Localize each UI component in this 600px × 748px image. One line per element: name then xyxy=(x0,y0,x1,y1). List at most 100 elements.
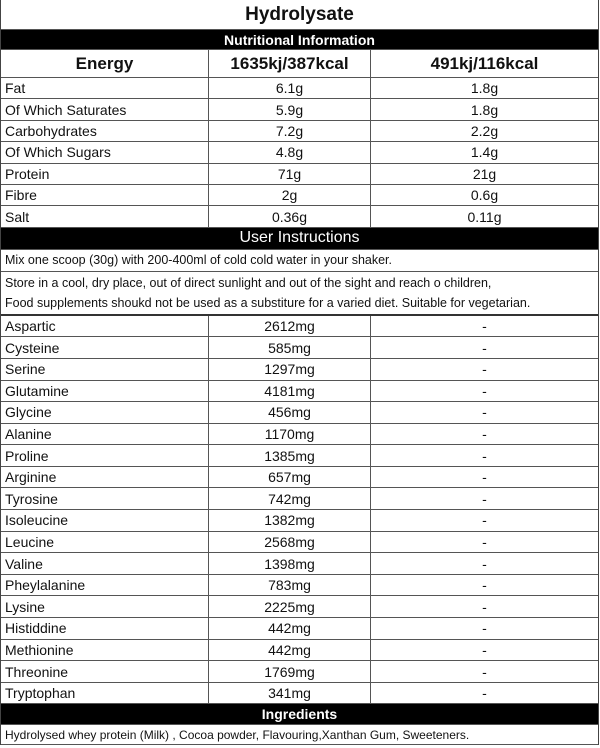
row-label: Fat xyxy=(1,78,209,99)
row-value: 1385mg xyxy=(209,445,371,466)
table-row: Glycine 456mg - xyxy=(1,402,598,424)
product-title: Hydrolysate xyxy=(1,0,598,30)
row-value: 456mg xyxy=(209,402,371,423)
row-label: Protein xyxy=(1,163,209,184)
table-row: Carbohydrates 7.2g 2.2g xyxy=(1,120,598,143)
row-value: 1297mg xyxy=(209,358,371,380)
ingredients-text: Hydrolysed whey protein (Milk) , Cocoa p… xyxy=(1,725,598,746)
row-label: Threonine xyxy=(1,661,209,682)
table-row: Serine 1297mg - xyxy=(1,358,598,381)
row-value-2: 1.8g xyxy=(470,101,499,118)
table-row: Aspartic 2612mg - xyxy=(1,315,598,338)
row-value: 585mg xyxy=(209,337,371,358)
row-label: Valine xyxy=(1,553,209,574)
row-value-2: - xyxy=(482,361,487,378)
table-row: Histiddine 442mg - xyxy=(1,618,598,640)
table-row: Valine 1398mg - xyxy=(1,553,598,575)
row-value: 657mg xyxy=(209,466,371,488)
energy-per-serving: 491kj/116kcal xyxy=(430,53,539,73)
row-value: 0.36g xyxy=(209,206,371,227)
row-value-2: - xyxy=(482,512,487,529)
row-value-2: 0.6g xyxy=(470,187,499,204)
row-label: Serine xyxy=(1,358,209,380)
table-row: Tyrosine 742mg - xyxy=(1,488,598,511)
table-row: Isoleucine 1382mg - xyxy=(1,510,598,532)
row-value-2: 0.11g xyxy=(467,208,502,225)
row-label: Isoleucine xyxy=(1,510,209,531)
row-label: Glutamine xyxy=(1,380,209,402)
row-value-2: - xyxy=(482,382,487,399)
row-value-2: - xyxy=(482,469,487,486)
row-label: Histiddine xyxy=(1,618,209,639)
row-value-2: - xyxy=(482,490,487,507)
table-row: Protein 71g 21g xyxy=(1,163,598,185)
row-value-2: 1.8g xyxy=(470,80,499,97)
table-row: Arginine 657mg - xyxy=(1,466,598,489)
row-value: 71g xyxy=(209,163,371,184)
row-value: 4181mg xyxy=(209,380,371,402)
table-row: Threonine 1769mg - xyxy=(1,661,598,683)
row-value-2: - xyxy=(482,533,487,550)
row-value-2: 2.2g xyxy=(470,122,499,139)
row-value: 341mg xyxy=(209,682,371,704)
row-value: 1382mg xyxy=(209,510,371,531)
row-value: 1398mg xyxy=(209,553,371,574)
row-value: 783mg xyxy=(209,574,371,596)
row-value: 742mg xyxy=(209,488,371,510)
table-row: Fibre 2g 0.6g xyxy=(1,184,598,207)
instructions-header: User Instructions xyxy=(1,227,598,250)
table-row: Salt 0.36g 0.11g xyxy=(1,206,598,228)
row-label: Glycine xyxy=(1,402,209,423)
row-value-2: - xyxy=(482,447,487,464)
energy-label: Energy xyxy=(1,50,209,77)
row-value-2: - xyxy=(482,318,487,335)
energy-row: Energy 1635kj/387kcal 491kj/116kcal xyxy=(1,50,598,78)
table-row: Tryptophan 341mg - xyxy=(1,682,598,705)
row-label: Leucine xyxy=(1,531,209,553)
row-value-2: - xyxy=(482,577,487,594)
row-label: Proline xyxy=(1,445,209,466)
row-value-2: 21g xyxy=(472,165,497,182)
row-value: 5.9g xyxy=(209,99,371,120)
row-value: 7.2g xyxy=(209,120,371,142)
row-value: 1769mg xyxy=(209,661,371,682)
row-label: Salt xyxy=(1,206,209,227)
table-row: Alanine 1170mg - xyxy=(1,423,598,446)
table-row: Proline 1385mg - xyxy=(1,445,598,467)
row-label: Lysine xyxy=(1,596,209,618)
row-value: 1170mg xyxy=(209,423,371,445)
row-value: 2568mg xyxy=(209,531,371,553)
row-value-2: - xyxy=(482,555,487,572)
table-row: Leucine 2568mg - xyxy=(1,531,598,554)
row-value: 4.8g xyxy=(209,142,371,163)
row-value-2: - xyxy=(482,620,487,637)
table-row: Fat 6.1g 1.8g xyxy=(1,78,598,100)
row-label: Tryptophan xyxy=(1,682,209,704)
row-value-2: - xyxy=(482,685,487,702)
table-row: Of Which Sugars 4.8g 1.4g xyxy=(1,142,598,164)
row-label: Arginine xyxy=(1,466,209,488)
row-label: Alanine xyxy=(1,423,209,445)
row-value-2: - xyxy=(482,339,487,356)
row-value-2: - xyxy=(482,598,487,615)
row-label: Of Which Saturates xyxy=(1,99,209,120)
table-row: Glutamine 4181mg - xyxy=(1,380,598,403)
row-value-2: 1.4g xyxy=(470,144,499,161)
row-value-2: - xyxy=(482,641,487,658)
instruction-line: Mix one scoop (30g) with 200-400ml of co… xyxy=(1,250,598,273)
row-label: Aspartic xyxy=(1,315,209,337)
row-label: Pheylalanine xyxy=(1,574,209,596)
table-row: Lysine 2225mg - xyxy=(1,596,598,619)
instruction-line: Food supplements shoukd not be used as a… xyxy=(1,293,598,316)
nutrition-header: Nutritional Information xyxy=(1,30,598,50)
row-value-2: - xyxy=(482,404,487,421)
table-row: Cysteine 585mg - xyxy=(1,337,598,359)
row-value: 6.1g xyxy=(209,78,371,99)
row-label: Carbohydrates xyxy=(1,120,209,142)
instruction-line: Store in a cool, dry place, out of direc… xyxy=(5,275,492,290)
row-value-2: - xyxy=(482,426,487,442)
row-label: Of Which Sugars xyxy=(1,142,209,163)
row-label: Tyrosine xyxy=(1,488,209,510)
row-label: Cysteine xyxy=(1,337,209,358)
